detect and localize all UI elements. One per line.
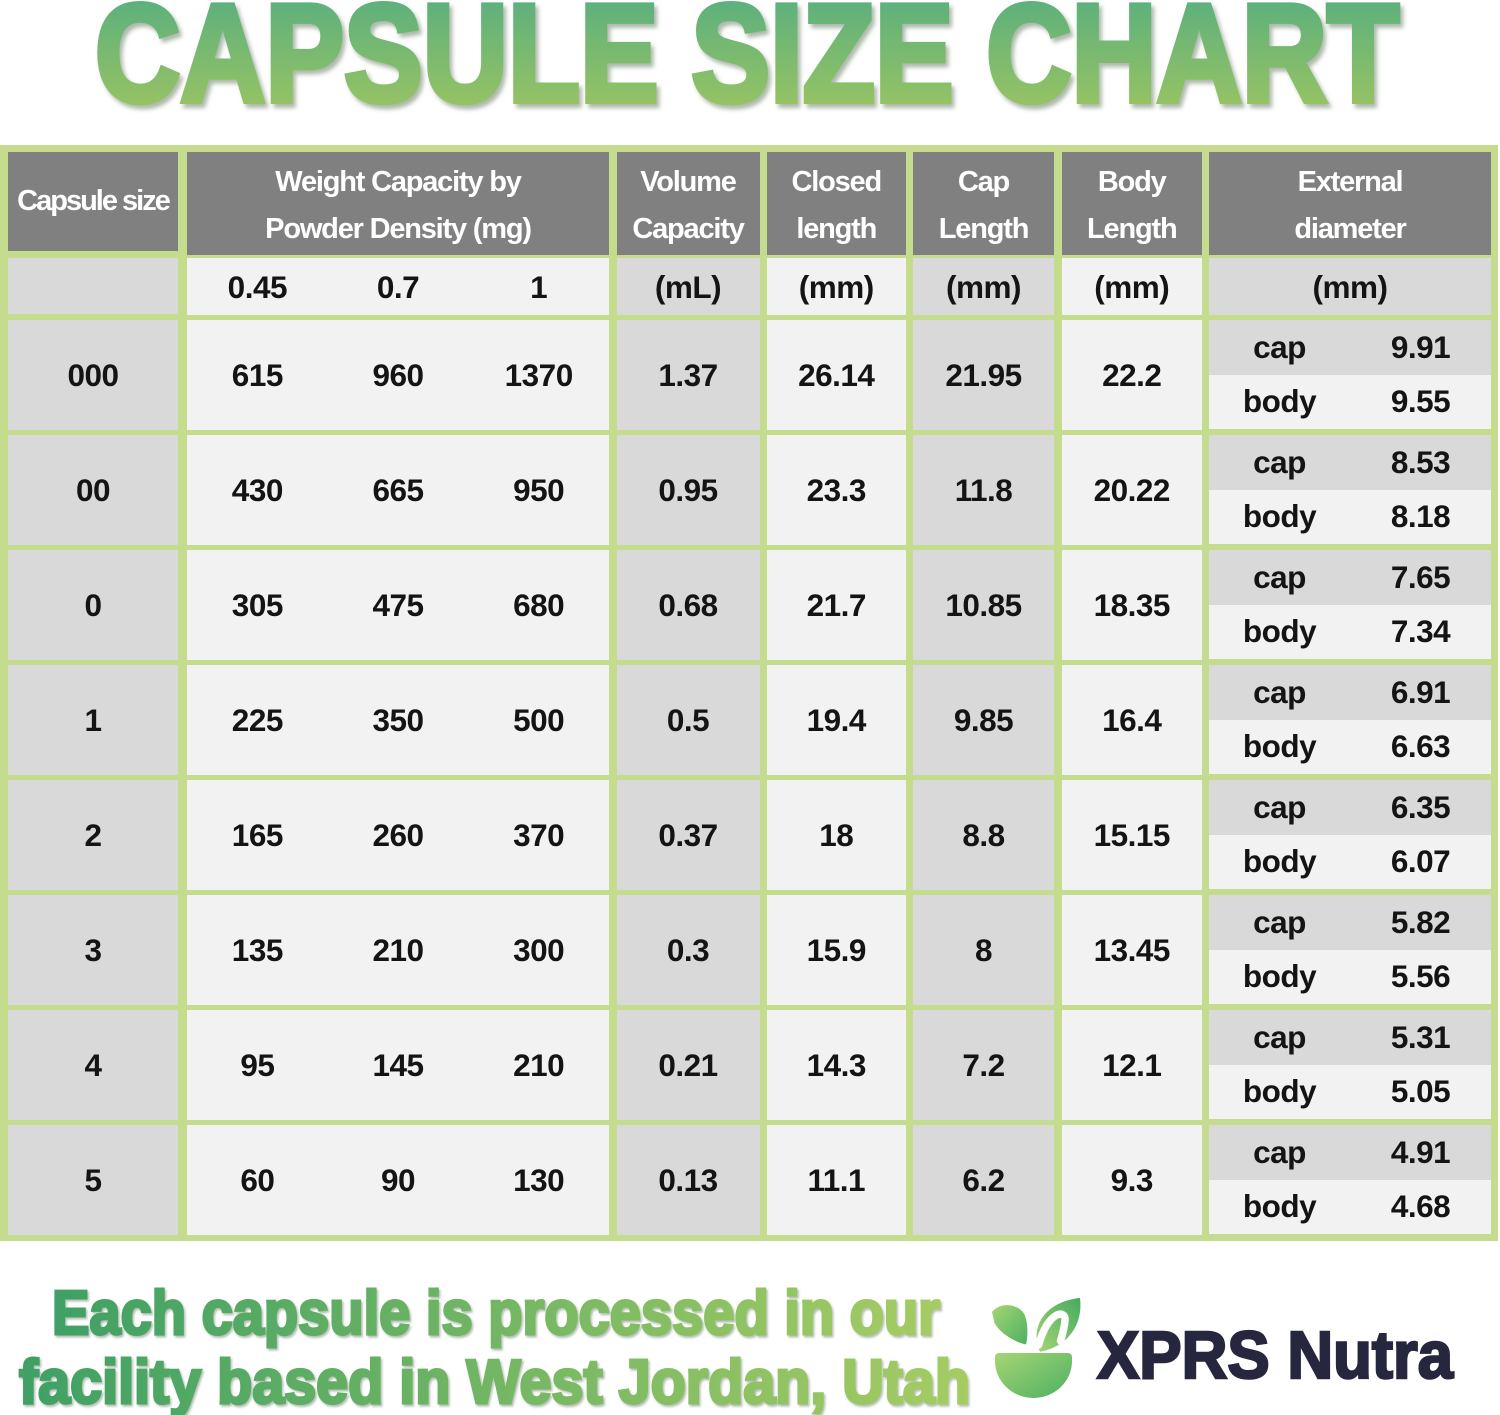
svg-text:Each capsule is processed in o: Each capsule is processed in our	[52, 1279, 940, 1348]
svg-text:CAPSULE SIZE CHART: CAPSULE SIZE CHART	[95, 0, 1399, 131]
svg-text:facility based in West Jordan,: facility based in West Jordan, Utah	[19, 1348, 970, 1415]
svg-text:XPRS Nutra: XPRS Nutra	[1097, 1318, 1454, 1393]
